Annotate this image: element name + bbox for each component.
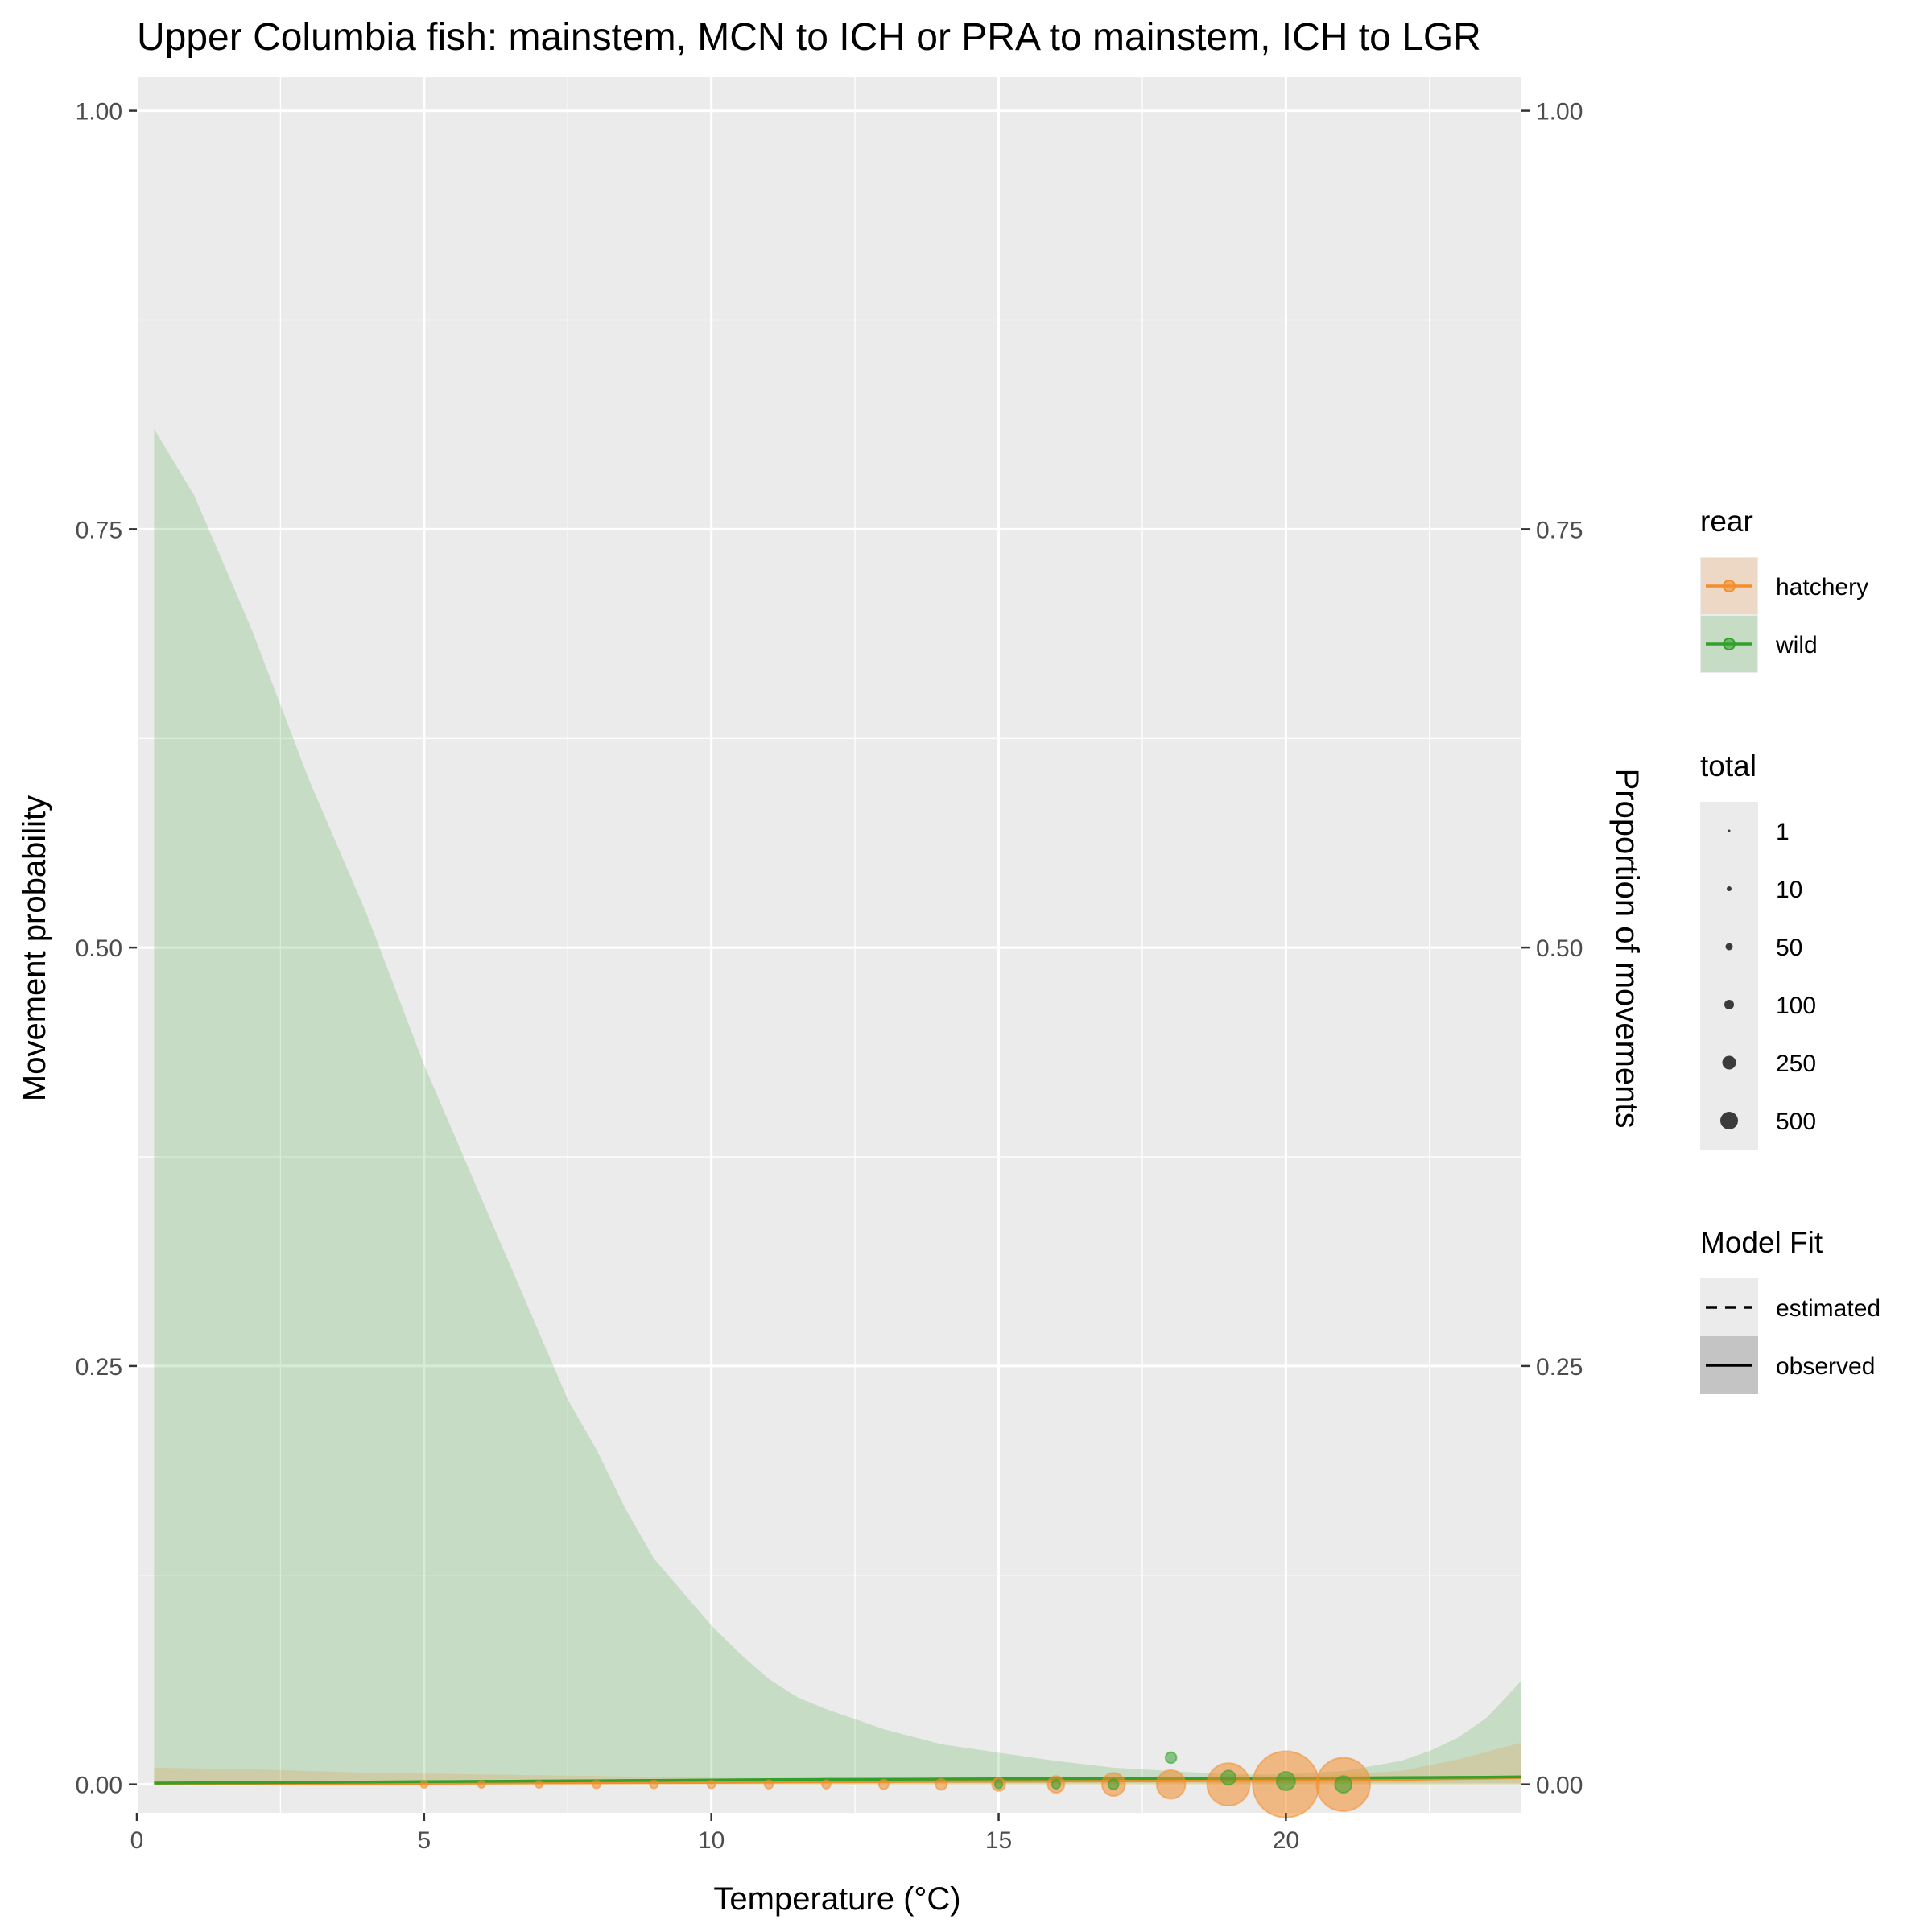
y-right-tick-label: 0.00: [1536, 1773, 1583, 1799]
point-hatchery: [763, 1779, 774, 1790]
point-hatchery: [877, 1778, 890, 1790]
legend-size-point: [1725, 943, 1733, 951]
x-axis-title: Temperature (°C): [713, 1881, 960, 1917]
legend-size-point: [1727, 886, 1732, 891]
plot-panel: [137, 77, 1521, 1813]
y-tick-label: 0.75: [76, 517, 122, 543]
legend-total-title: total: [1700, 749, 1757, 782]
legend-size-label: 250: [1776, 1051, 1816, 1077]
legend-key-point-hatchery: [1723, 580, 1736, 592]
point-hatchery: [649, 1779, 659, 1790]
x-tick-label: 20: [1273, 1827, 1299, 1854]
observed-points: [419, 1750, 1371, 1818]
axes: 0 5 10 15 20 0.00 0.00 0.25 0.25 0.50 0.50 0.75 0.75…: [76, 99, 1583, 1854]
point-hatchery: [592, 1779, 601, 1790]
legend-size-label: 500: [1776, 1108, 1816, 1135]
point-wild: [1275, 1770, 1296, 1792]
y-tick-label: 0.00: [76, 1773, 122, 1799]
y-right-tick-label: 0.25: [1536, 1354, 1583, 1381]
legend-size-point: [1722, 1055, 1736, 1070]
legend-size-label: 1: [1776, 819, 1790, 845]
legend-size-label: 50: [1776, 935, 1802, 961]
y-axis-title: Movement probability: [17, 795, 52, 1101]
x-tick-label: 0: [130, 1827, 144, 1854]
legend-size-label: 100: [1776, 993, 1816, 1019]
point-wild: [1051, 1779, 1062, 1790]
x-tick-label: 10: [698, 1827, 724, 1854]
legend-fit-label: estimated: [1776, 1295, 1880, 1322]
legend-label-hatchery: hatchery: [1776, 574, 1868, 601]
legend-label-wild: wild: [1775, 632, 1818, 658]
legend-size-point: [1728, 829, 1731, 832]
legend-rear: rear hatchery wild: [1700, 505, 1868, 673]
point-wild: [993, 1779, 1004, 1790]
point-wild: [1220, 1769, 1237, 1786]
chart-title: Upper Columbia fish: mainstem, MCN to IC…: [137, 16, 1481, 59]
legend-size-label: 10: [1776, 877, 1802, 903]
legend-fit-label: observed: [1776, 1353, 1875, 1380]
y-tick-label: 0.25: [76, 1354, 122, 1381]
y-right-tick-label: 1.00: [1536, 99, 1583, 126]
point-hatchery: [477, 1780, 486, 1790]
y-right-tick-label: 0.50: [1536, 935, 1583, 962]
point-hatchery: [935, 1777, 947, 1791]
y-right-tick-label: 0.75: [1536, 517, 1583, 543]
legend-model-fit: Model Fit estimated observed: [1700, 1226, 1880, 1394]
point-hatchery: [1155, 1769, 1187, 1800]
legend-total: total 1 10 50 100 250 500: [1700, 749, 1816, 1150]
legend-key-point-wild: [1723, 638, 1736, 650]
legend-rear-title: rear: [1700, 505, 1753, 538]
y-tick-label: 1.00: [76, 99, 122, 126]
point-wild: [1107, 1778, 1120, 1790]
legend-model-fit-title: Model Fit: [1700, 1226, 1823, 1259]
grid-lines: [135, 77, 1521, 1813]
legend-size-point: [1720, 1112, 1738, 1129]
x-tick-label: 5: [418, 1827, 431, 1854]
x-tick-label: 15: [985, 1827, 1012, 1854]
point-hatchery: [821, 1779, 832, 1790]
wild-ribbon: [154, 428, 1521, 1785]
y-axis-right-title: Proportion of movements: [1609, 769, 1645, 1129]
legend-total-key-background: [1700, 802, 1758, 1150]
point-hatchery: [706, 1779, 716, 1790]
point-hatchery: [419, 1780, 429, 1790]
legend-size-point: [1724, 1000, 1734, 1009]
point-wild: [1334, 1775, 1353, 1794]
y-tick-label: 0.50: [76, 935, 122, 962]
point-wild: [1164, 1751, 1178, 1765]
point-hatchery: [535, 1780, 543, 1790]
